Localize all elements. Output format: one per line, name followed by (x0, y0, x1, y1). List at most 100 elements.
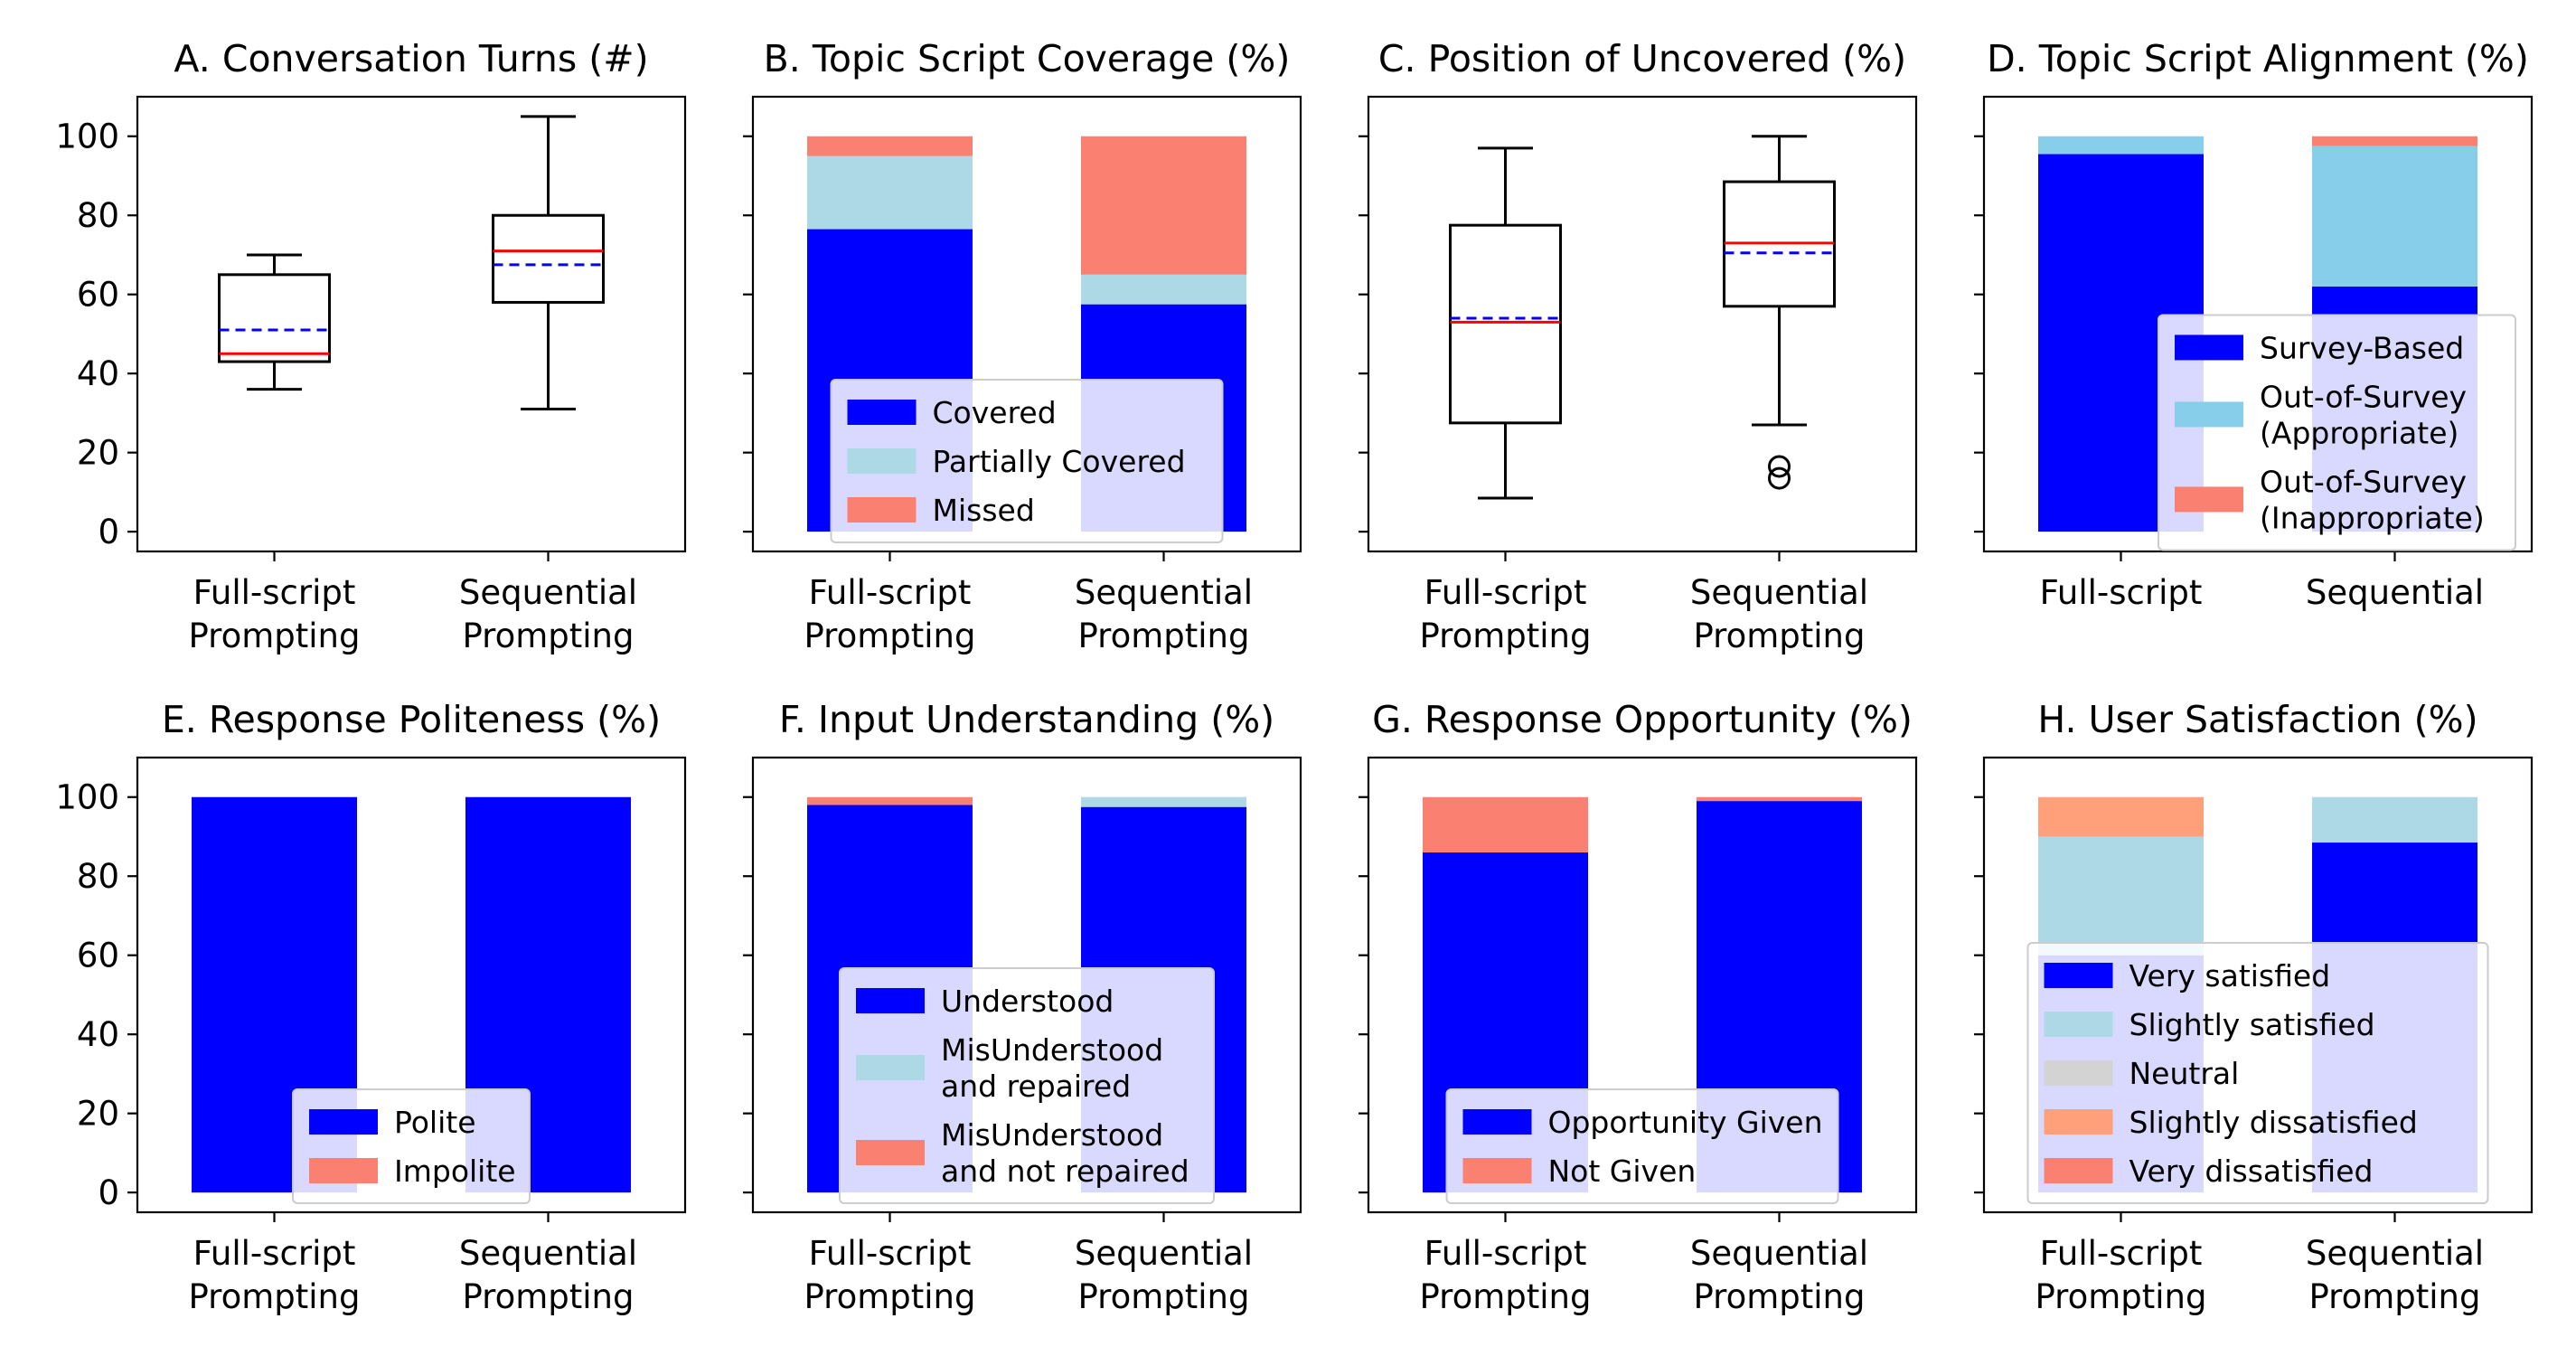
x-tick-label-line-0: Sequential (2306, 573, 2484, 612)
panel-title: H. User Satisfaction (%) (2037, 698, 2477, 741)
legend-swatch (856, 1140, 925, 1165)
panel-E: E. Response Politeness (%) 0 20 40 60 80 100 Fu… (55, 698, 687, 1316)
legend: Polite Impolite (292, 1088, 531, 1204)
legend: Covered Partially Covered Missed (830, 379, 1224, 543)
legend-box (839, 967, 1215, 1204)
y-tick-label: 60 (77, 276, 119, 315)
box-iqr (492, 213, 605, 304)
x-tick-label-line-1: Prompting (2035, 1277, 2207, 1316)
y-tick-label: 0 (98, 513, 119, 551)
box-flier (1768, 466, 1791, 490)
panel-title: E. Response Politeness (%) (162, 698, 661, 741)
x-tick-label-line-0: Sequential (459, 573, 637, 612)
bar-missed (1081, 136, 1246, 275)
bar-misunderstood-and-repaired (1081, 796, 1246, 807)
legend-label: Opportunity Given (1548, 1105, 1823, 1140)
y-tick-label: 100 (55, 118, 119, 156)
legend-label: and not repaired (941, 1154, 1189, 1189)
legend-swatch (2044, 1158, 2113, 1183)
x-tick-label-line-1: Prompting (189, 617, 361, 655)
x-tick-label-line-0: Sequential (1690, 573, 1868, 612)
legend-swatch (1462, 1109, 1532, 1135)
legend-label: Out-of-Survey (2260, 379, 2467, 414)
x-tick-label-line-0: Full-script (809, 1234, 972, 1273)
box-iqr (1449, 223, 1562, 425)
box-iqr (218, 273, 331, 363)
legend-swatch (309, 1158, 378, 1183)
legend: Opportunity Given Not Given (1445, 1088, 1839, 1204)
legend-label: MisUnderstood (941, 1032, 1163, 1068)
y-tick-label: 20 (77, 1095, 119, 1134)
legend-label: Very satisfied (2129, 958, 2331, 993)
x-tick-label-line-1: Prompting (1694, 1277, 1866, 1316)
x-tick-label-line-1: Prompting (1078, 1277, 1250, 1316)
legend-label: Understood (941, 984, 1114, 1019)
panel-D: D. Topic Script Alignment (%) Full-script… (1974, 37, 2534, 612)
legend-swatch (2044, 1109, 2113, 1135)
legend-label: (Appropriate) (2260, 415, 2458, 450)
legend-swatch (856, 988, 925, 1013)
y-tick-label: 40 (77, 1015, 119, 1054)
panel-H: H. User Satisfaction (%) Full-script Promp… (1974, 698, 2534, 1316)
legend-label: Out-of-Survey (2260, 464, 2467, 499)
x-tick-label-line-0: Full-script (809, 573, 972, 612)
axes-frame (751, 756, 1302, 1214)
axes-frame (136, 756, 687, 1214)
legend-swatch (309, 1109, 378, 1135)
legend-swatch (847, 497, 917, 523)
bar-not-given (1423, 796, 1588, 852)
legend-label: MisUnderstood (941, 1117, 1163, 1153)
x-tick-label-line-1: Prompting (189, 1277, 361, 1316)
x-tick-label-line-1: Prompting (1694, 617, 1866, 655)
bar-missed (807, 136, 973, 156)
x-tick-label-line-1: Prompting (1078, 617, 1250, 655)
bar-out-of-survey-(inappropriate) (2312, 136, 2477, 146)
legend-swatch (2175, 486, 2243, 513)
legend-label: Very dissatisfied (2129, 1154, 2374, 1189)
x-tick-label-line-0: Full-script (2040, 1234, 2203, 1273)
bar-out-of-survey-(appropriate) (2038, 136, 2204, 155)
axes-frame (1982, 95, 2534, 553)
x-tick-label-line-0: Full-script (2040, 573, 2203, 612)
x-tick-label-line-1: Prompting (463, 1277, 635, 1316)
legend-swatch (847, 400, 917, 425)
bar-partially-covered (1081, 274, 1246, 305)
x-tick-label-line-1: Prompting (1420, 617, 1592, 655)
bar-slightly-dissatisfied (2038, 796, 2204, 837)
legend-label: Slightly dissatisfied (2129, 1105, 2418, 1140)
axes-frame (1367, 95, 1918, 553)
axes-frame (1367, 756, 1918, 1214)
x-tick-label-line-1: Prompting (804, 617, 976, 655)
legend: Survey-BasedOut-of-Survey(Appropriate)Ou… (2158, 314, 2516, 551)
x-tick-label-line-0: Sequential (459, 1234, 637, 1273)
legend-swatch (856, 1055, 925, 1080)
x-tick-label-line-1: Prompting (1420, 1277, 1592, 1316)
axes-frame (751, 95, 1302, 553)
box-flier (1768, 455, 1791, 478)
axes-frame (1982, 756, 2534, 1214)
legend-box (830, 379, 1224, 543)
y-tick-label: 80 (77, 196, 119, 235)
panel-title: G. Response Opportunity (%) (1372, 698, 1913, 741)
panel-A: A. Conversation Turns (#) 0 20 40 60 80 100 Ful… (55, 37, 687, 655)
x-tick-label-line-0: Sequential (1075, 573, 1253, 612)
axes-frame (136, 95, 687, 553)
x-tick-label-line-0: Full-script (1424, 573, 1587, 612)
x-tick-label-line-0: Full-script (193, 573, 356, 612)
x-tick-label-line-1: Prompting (463, 617, 635, 655)
panel-title: F. Input Understanding (%) (779, 698, 1274, 741)
panel-title: A. Conversation Turns (#) (174, 37, 648, 80)
legend-label: Missed (933, 493, 1035, 528)
panel-title: B. Topic Script Coverage (%) (764, 37, 1291, 80)
panel-G: G. Response Opportunity (%) Full-script Pr… (1359, 698, 1918, 1316)
legend-swatch (2044, 963, 2113, 988)
y-tick-label: 60 (77, 937, 119, 975)
panel-title: D. Topic Script Alignment (%) (1987, 37, 2529, 80)
legend-swatch (2044, 1060, 2113, 1086)
legend-label: Covered (933, 395, 1057, 430)
x-tick-label-line-0: Sequential (2306, 1234, 2484, 1273)
legend-swatch (847, 448, 917, 474)
panel-C: C. Position of Uncovered (%) Full-script P… (1359, 37, 1918, 655)
bar-slightly-satisfied (2312, 796, 2477, 843)
